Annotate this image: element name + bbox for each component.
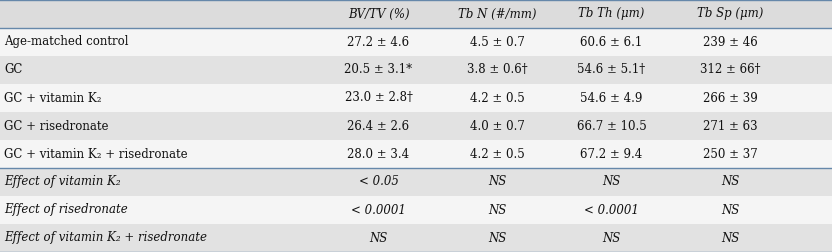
Text: 60.6 ± 6.1: 60.6 ± 6.1 [581,36,642,48]
Text: GC + vitamin K₂ + risedronate: GC + vitamin K₂ + risedronate [4,147,188,161]
Bar [0,168,832,196]
Text: 66.7 ± 10.5: 66.7 ± 10.5 [577,119,646,133]
Text: 67.2 ± 9.4: 67.2 ± 9.4 [581,147,642,161]
Bar [0,84,832,112]
Text: 20.5 ± 3.1*: 20.5 ± 3.1* [344,64,413,77]
Text: NS: NS [602,175,621,188]
Text: Tb Sp (μm): Tb Sp (μm) [697,8,764,20]
Text: 4.2 ± 0.5: 4.2 ± 0.5 [470,91,525,105]
Text: 28.0 ± 3.4: 28.0 ± 3.4 [348,147,409,161]
Bar [0,56,832,84]
Text: NS: NS [488,175,507,188]
Text: 54.6 ± 4.9: 54.6 ± 4.9 [581,91,642,105]
Text: NS: NS [488,204,507,216]
Bar [0,196,832,224]
Text: Tb Th (μm): Tb Th (μm) [578,8,645,20]
Text: NS: NS [602,232,621,244]
Text: Effect of vitamin K₂ + risedronate: Effect of vitamin K₂ + risedronate [4,232,207,244]
Text: 239 ± 46: 239 ± 46 [703,36,758,48]
Text: Effect of risedronate: Effect of risedronate [4,204,128,216]
Text: NS: NS [488,232,507,244]
Text: 266 ± 39: 266 ± 39 [703,91,758,105]
Text: < 0.0001: < 0.0001 [351,204,406,216]
Text: NS: NS [721,232,740,244]
Text: NS: NS [721,175,740,188]
Text: 4.0 ± 0.7: 4.0 ± 0.7 [470,119,525,133]
Text: 54.6 ± 5.1†: 54.6 ± 5.1† [577,64,646,77]
Text: < 0.0001: < 0.0001 [584,204,639,216]
Text: 250 ± 37: 250 ± 37 [703,147,758,161]
Text: 312 ± 66†: 312 ± 66† [701,64,760,77]
Text: BV/TV (%): BV/TV (%) [348,8,409,20]
Text: GC: GC [4,64,22,77]
Text: 3.8 ± 0.6†: 3.8 ± 0.6† [468,64,527,77]
Text: 26.4 ± 2.6: 26.4 ± 2.6 [348,119,409,133]
Text: Effect of vitamin K₂: Effect of vitamin K₂ [4,175,121,188]
Bar [0,112,832,140]
Text: < 0.05: < 0.05 [359,175,399,188]
Text: GC + risedronate: GC + risedronate [4,119,109,133]
Text: 271 ± 63: 271 ± 63 [703,119,758,133]
Text: Tb N (#/mm): Tb N (#/mm) [458,8,537,20]
Text: 4.5 ± 0.7: 4.5 ± 0.7 [470,36,525,48]
Text: 4.2 ± 0.5: 4.2 ± 0.5 [470,147,525,161]
Bar [0,224,832,252]
Text: NS: NS [721,204,740,216]
Text: NS: NS [369,232,388,244]
Text: GC + vitamin K₂: GC + vitamin K₂ [4,91,102,105]
Text: Age-matched control: Age-matched control [4,36,129,48]
Bar [0,140,832,168]
Bar [0,28,832,56]
Text: 23.0 ± 2.8†: 23.0 ± 2.8† [344,91,413,105]
Bar [0,0,832,28]
Text: 27.2 ± 4.6: 27.2 ± 4.6 [348,36,409,48]
